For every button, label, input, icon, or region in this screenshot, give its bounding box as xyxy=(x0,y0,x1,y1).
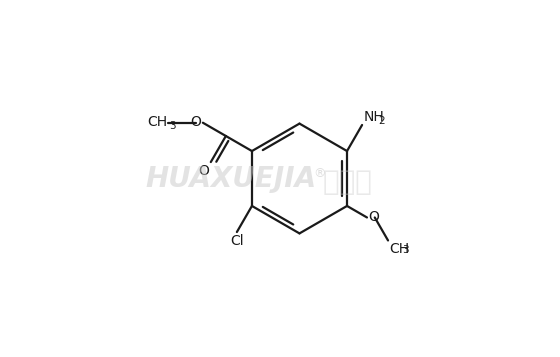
Text: HUAXUEJIA: HUAXUEJIA xyxy=(146,165,316,192)
Text: 2: 2 xyxy=(378,116,385,126)
Text: O: O xyxy=(368,211,379,225)
Text: 3: 3 xyxy=(169,121,175,131)
Text: 化学加: 化学加 xyxy=(323,168,372,196)
Text: 3: 3 xyxy=(403,245,409,255)
Text: O: O xyxy=(198,164,209,178)
Text: CH: CH xyxy=(147,115,167,129)
Text: Cl: Cl xyxy=(230,234,244,248)
Text: ®: ® xyxy=(314,167,326,180)
Text: O: O xyxy=(190,115,202,129)
Text: NH: NH xyxy=(363,110,384,124)
Text: CH: CH xyxy=(389,242,409,256)
